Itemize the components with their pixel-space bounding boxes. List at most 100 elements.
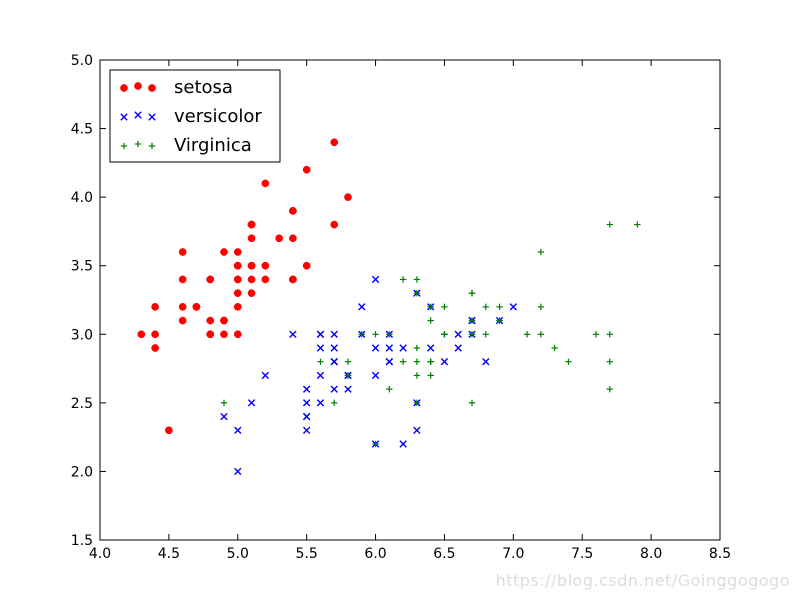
data-point: [482, 303, 489, 311]
data-point: [233, 289, 242, 297]
data-point: [413, 358, 421, 365]
data-point: [523, 331, 531, 338]
data-point: [233, 330, 242, 339]
data-point: [247, 234, 256, 243]
legend-marker: [148, 84, 156, 92]
data-point: [220, 330, 228, 339]
data-point: [178, 275, 187, 284]
data-point: [233, 261, 242, 270]
data-point: [247, 275, 256, 284]
data-point: [399, 358, 407, 365]
data-point: [302, 412, 311, 421]
data-point: [344, 385, 352, 393]
data-point: [371, 371, 380, 380]
data-point: [386, 385, 393, 393]
x-tick-label: 5.5: [296, 546, 318, 562]
data-point: [331, 399, 338, 407]
data-point: [151, 303, 159, 311]
data-point: [413, 399, 421, 407]
data-point: [344, 193, 352, 201]
data-point: [330, 330, 338, 338]
data-points: [137, 138, 641, 476]
data-point: [606, 385, 613, 393]
data-point: [247, 399, 256, 407]
data-point: [592, 331, 600, 338]
data-point: [220, 248, 228, 256]
legend-marker: [120, 84, 128, 92]
data-point: [247, 289, 256, 297]
data-point: [496, 317, 503, 324]
data-point: [330, 358, 338, 366]
legend-marker: [120, 142, 128, 150]
data-point: [441, 303, 448, 311]
data-point: [606, 358, 613, 365]
data-point: [302, 399, 311, 407]
data-point: [454, 330, 462, 338]
data-point: [371, 275, 380, 284]
data-point: [302, 426, 311, 434]
data-point: [537, 248, 545, 256]
data-point: [372, 331, 379, 338]
data-point: [468, 399, 476, 407]
x-tick-label: 8.5: [709, 546, 731, 562]
data-point: [385, 358, 394, 366]
data-point: [206, 330, 215, 339]
data-point: [468, 317, 476, 324]
data-point: [316, 371, 325, 380]
data-point: [606, 331, 613, 338]
data-point: [496, 303, 503, 311]
legend-marker: [134, 111, 142, 119]
legend-marker: [134, 140, 142, 148]
legend-label: Virginica: [174, 135, 252, 156]
data-point: [330, 138, 339, 147]
data-point: [426, 344, 435, 352]
data-point: [386, 331, 393, 338]
data-point: [399, 276, 407, 283]
data-point: [454, 344, 462, 352]
data-point: [302, 165, 311, 174]
data-point: [220, 399, 228, 407]
legend-label: setosa: [174, 77, 233, 98]
data-point: [302, 385, 311, 393]
data-point: [220, 412, 228, 421]
x-tick-label: 7.5: [571, 546, 593, 562]
data-point: [289, 330, 297, 338]
data-point: [427, 303, 434, 311]
data-point: [468, 331, 476, 338]
data-point: [234, 467, 242, 476]
data-point: [551, 344, 558, 352]
data-point: [413, 344, 421, 352]
data-point: [233, 248, 242, 256]
data-point: [289, 234, 297, 243]
data-point: [137, 330, 146, 339]
data-point: [413, 372, 421, 379]
x-tick-label: 4.5: [158, 546, 180, 562]
x-tick-label: 5.0: [227, 546, 249, 562]
y-axis: 1.5 2.0 2.5 3.0 3.5 4.0 4.5 5.0: [71, 53, 720, 549]
data-point: [330, 385, 338, 393]
data-point: [233, 275, 242, 284]
legend-marker: [134, 82, 142, 90]
data-point: [468, 289, 476, 297]
data-point: [509, 303, 518, 311]
data-point: [302, 261, 311, 270]
legend: setosa versicolor Virginica: [109, 69, 281, 163]
data-point: [151, 330, 159, 339]
x-tick-label: 6.0: [364, 546, 386, 562]
data-point: [358, 331, 365, 338]
data-point: [261, 261, 270, 270]
data-point: [316, 330, 325, 338]
legend-marker: [148, 142, 156, 150]
data-point: [358, 303, 366, 311]
data-point: [634, 221, 641, 228]
data-point: [247, 220, 256, 229]
y-tick-label: 2.5: [71, 396, 93, 412]
data-point: [247, 261, 256, 270]
data-point: [399, 344, 407, 352]
data-point: [330, 344, 338, 352]
data-point: [427, 358, 434, 365]
series-virginica: [220, 221, 641, 448]
data-point: [413, 276, 421, 283]
y-tick-label: 3.0: [71, 327, 93, 343]
